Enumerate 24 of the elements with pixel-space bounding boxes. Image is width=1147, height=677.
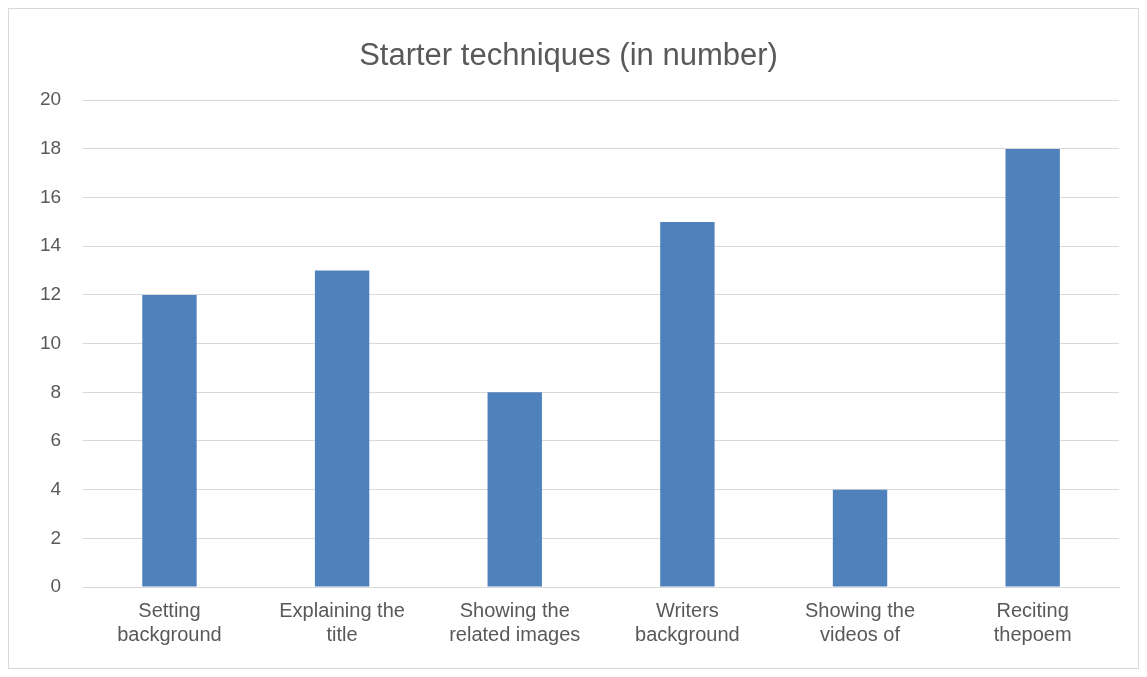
y-tick-label: 6 <box>50 429 62 451</box>
bar <box>314 270 370 587</box>
y-tick-label: 8 <box>50 380 62 402</box>
x-tick-label: Reciting thepoem <box>993 598 1072 645</box>
y-tick-label: 18 <box>39 137 62 159</box>
chart-title: Starter techniques (in number) <box>359 37 778 73</box>
y-tick-label: 14 <box>39 234 62 256</box>
bar <box>832 489 888 587</box>
y-tick-label: 10 <box>39 331 62 353</box>
y-tick-label: 20 <box>39 88 62 110</box>
bar <box>142 294 197 587</box>
x-tick-label: Writers background <box>635 598 740 645</box>
y-tick-label: 4 <box>50 477 62 499</box>
y-tick-label: 0 <box>50 575 62 597</box>
x-tick-label: Explaining the title <box>279 598 405 645</box>
bar <box>660 221 715 587</box>
bar <box>1005 148 1060 587</box>
x-tick-label: Showing the related images <box>449 598 581 645</box>
x-tick-label: Showing the videos of <box>804 598 916 645</box>
bar <box>487 392 542 587</box>
y-tick-label: 12 <box>39 283 62 305</box>
y-tick-label: 16 <box>39 185 62 207</box>
x-tick-label: Setting background <box>117 598 222 645</box>
y-tick-label: 2 <box>50 526 62 548</box>
